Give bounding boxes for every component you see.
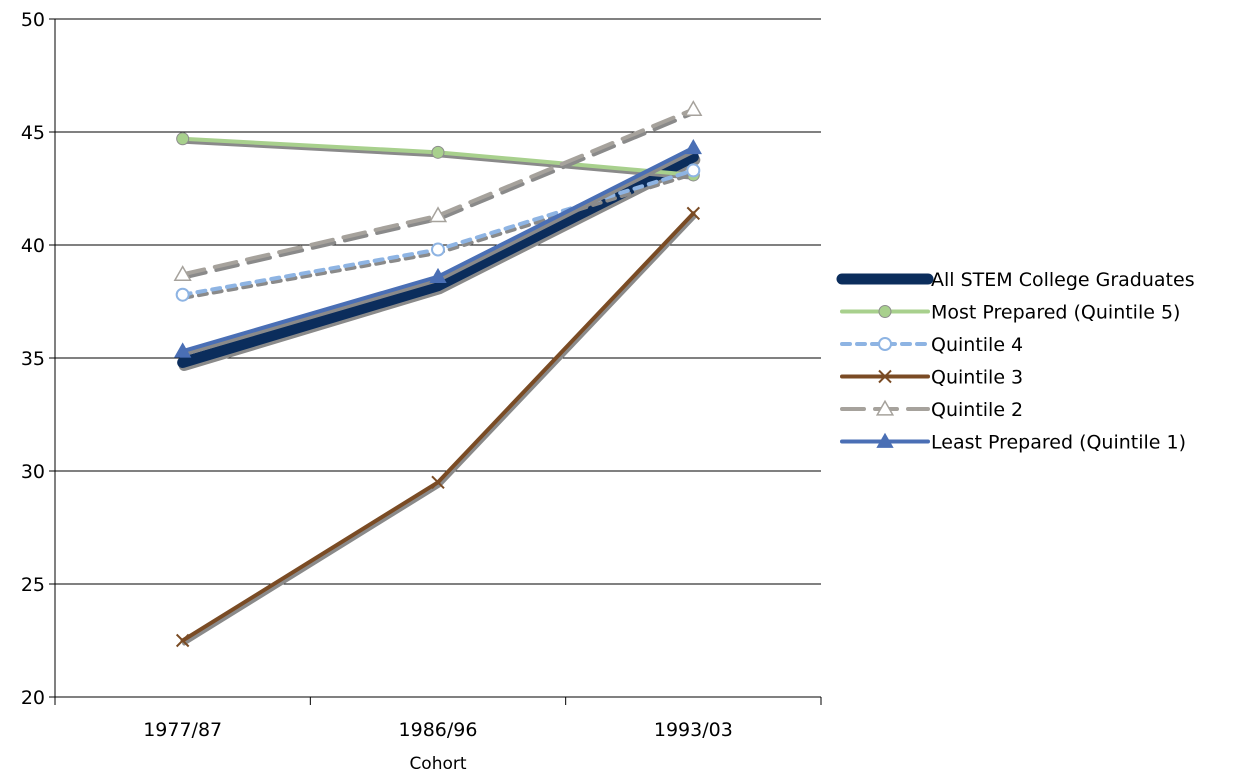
legend-label: Most Prepared (Quintile 5) [931,302,1180,324]
legend-label: Quintile 4 [931,334,1023,356]
series-line-shadow [182,214,697,646]
data-point [686,206,701,221]
data-point-stroke-b [175,633,190,648]
legend-item: All STEM College Graduates [836,269,1195,291]
grid-layer [55,18,821,698]
series-layer [173,100,703,648]
data-point-stroke-b [686,206,701,221]
legend-marker [875,399,895,416]
legend-item: Least Prepared (Quintile 1) [840,432,1186,454]
data-point [173,265,192,281]
data-point [686,163,701,178]
data-point [176,132,190,146]
data-point [429,267,447,283]
legend-item: Quintile 2 [840,399,1023,421]
data-point [175,633,190,648]
legend-marker-stroke-b [878,369,892,384]
data-point [174,342,192,358]
y-tick-label: 40 [21,235,45,257]
data-point [428,206,448,223]
y-tick-label: 25 [21,574,45,596]
data-point-stroke-b [431,475,445,490]
x-tick-label: 1977/87 [143,719,222,741]
y-tick-label: 50 [21,9,45,31]
y-tick-label: 45 [21,122,45,144]
data-point [431,145,445,159]
x-tick-label: 1986/96 [399,719,478,741]
data-point [684,100,703,116]
legend-item: Most Prepared (Quintile 5) [840,302,1180,324]
legend-item: Quintile 4 [840,334,1023,356]
series-5 [174,139,702,358]
axis-layer: 20 25 30 35 40 45 50 1977/87 1986/96 1993/03 [21,9,822,741]
data-point [431,242,445,257]
legend-label: Quintile 3 [931,367,1023,389]
series-1 [176,132,700,182]
legend-marker [876,432,894,448]
data-point [684,139,702,155]
x-axis-title: Cohort [409,754,466,774]
x-tick-label: 1993/03 [654,719,733,741]
y-tick-label: 30 [21,461,45,483]
legend-label: All STEM College Graduates [931,269,1195,291]
data-point [175,287,190,302]
legend-marker [878,369,892,384]
legend-item: Quintile 3 [840,367,1023,389]
series-4 [173,100,703,281]
data-point [431,475,445,490]
legend-marker [878,305,892,318]
y-tick-label: 20 [21,687,45,709]
legend: All STEM College Graduates Most Prepared … [836,269,1195,454]
legend-label: Least Prepared (Quintile 1) [931,432,1186,454]
legend-marker [878,337,892,351]
series-2 [175,163,701,302]
y-tick-label: 35 [21,348,45,370]
series-3 [175,206,701,648]
legend-label: Quintile 2 [931,399,1023,421]
